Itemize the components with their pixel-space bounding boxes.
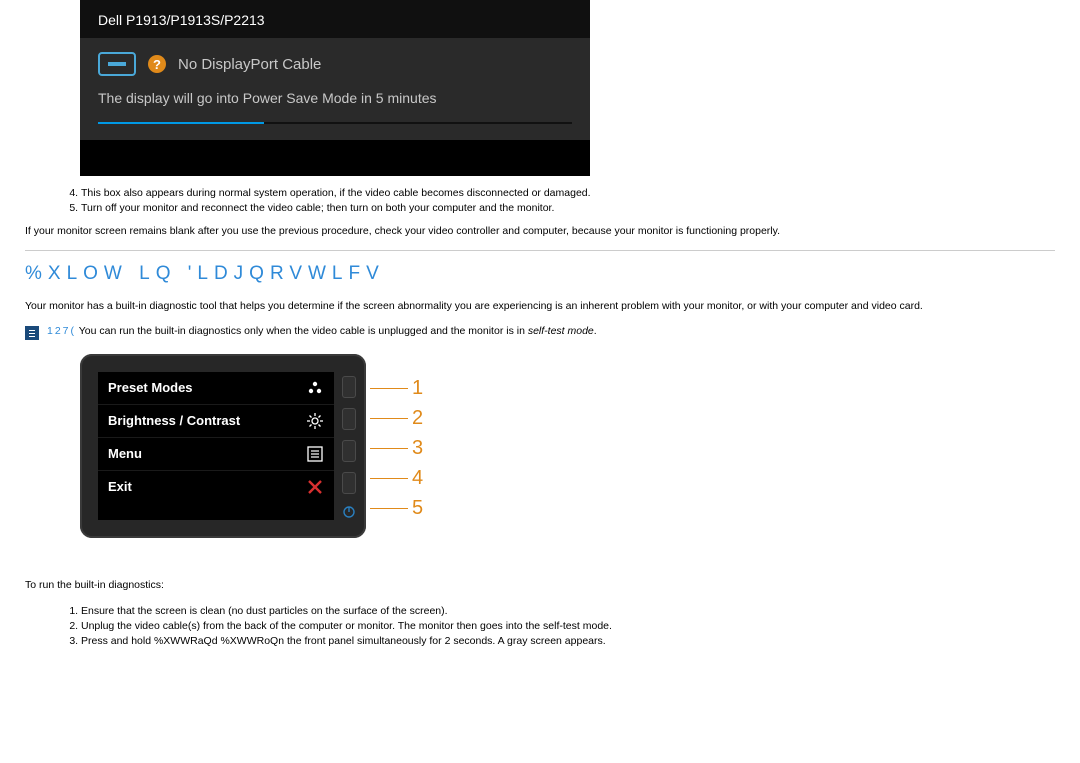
menu-icon — [306, 445, 324, 463]
list-item: Ensure that the screen is clean (no dust… — [81, 604, 1055, 619]
menu-row-menu: Menu — [98, 438, 334, 471]
note-label: 127( — [47, 325, 76, 337]
section-heading: %XLOW LQ 'LDJQRVWLFV — [25, 263, 1055, 285]
button-4[interactable] — [342, 472, 356, 494]
osd-quick-menu: Preset Modes Brightness / Contrast Menu … — [98, 372, 334, 520]
callout-numbers: 1 2 3 4 5 — [366, 354, 423, 538]
front-panel-diagram: Preset Modes Brightness / Contrast Menu … — [80, 354, 450, 538]
list-item: Turn off your monitor and reconnect the … — [81, 201, 1055, 216]
close-icon — [306, 478, 324, 496]
paragraph: Your monitor has a built-in diagnostic t… — [25, 299, 1055, 315]
menu-label: Exit — [108, 479, 132, 494]
list-item: Press and hold %XWWRaQd %XWWRoQn the fro… — [81, 634, 1055, 649]
osd-message-2: The display will go into Power Save Mode… — [98, 90, 572, 106]
note-text: You can run the built-in diagnostics onl… — [79, 325, 597, 337]
osd-dialog: Dell P1913/P1913S/P2213 ? No DisplayPort… — [80, 0, 590, 176]
instruction-list-1: This box also appears during normal syst… — [25, 186, 1055, 216]
paragraph: If your monitor screen remains blank aft… — [25, 224, 1055, 240]
note-block: 127( You can run the built-in diagnostic… — [25, 325, 1055, 340]
button-3[interactable] — [342, 440, 356, 462]
osd-progress-track — [98, 122, 572, 124]
osd-message-1: No DisplayPort Cable — [178, 56, 321, 73]
monitor-bezel: Preset Modes Brightness / Contrast Menu … — [80, 354, 366, 538]
callout: 2 — [412, 407, 423, 430]
osd-bottom-bar — [80, 140, 590, 176]
brightness-icon — [306, 412, 324, 430]
cable-icon — [98, 52, 136, 76]
instruction-list-2: Ensure that the screen is clean (no dust… — [25, 604, 1055, 650]
power-button[interactable] — [341, 504, 357, 520]
menu-row-brightness: Brightness / Contrast — [98, 405, 334, 438]
callout: 1 — [412, 377, 423, 400]
paragraph: To run the built-in diagnostics: — [25, 578, 1055, 594]
separator — [25, 250, 1055, 251]
menu-label: Menu — [108, 446, 142, 461]
menu-label: Brightness / Contrast — [108, 413, 240, 428]
osd-title: Dell P1913/P1913S/P2213 — [80, 0, 590, 38]
list-item: This box also appears during normal syst… — [81, 186, 1055, 201]
question-icon: ? — [148, 55, 166, 73]
note-icon — [25, 326, 39, 340]
menu-label: Preset Modes — [108, 380, 193, 395]
callout: 4 — [412, 467, 423, 490]
button-1[interactable] — [342, 376, 356, 398]
menu-row-preset: Preset Modes — [98, 372, 334, 405]
callout: 3 — [412, 437, 423, 460]
menu-row-exit: Exit — [98, 471, 334, 503]
preset-icon — [306, 379, 324, 397]
osd-body: ? No DisplayPort Cable The display will … — [80, 38, 590, 140]
physical-buttons — [340, 372, 358, 520]
list-item: Unplug the video cable(s) from the back … — [81, 619, 1055, 634]
button-2[interactable] — [342, 408, 356, 430]
callout: 5 — [412, 497, 423, 520]
osd-progress-bar — [98, 122, 264, 124]
